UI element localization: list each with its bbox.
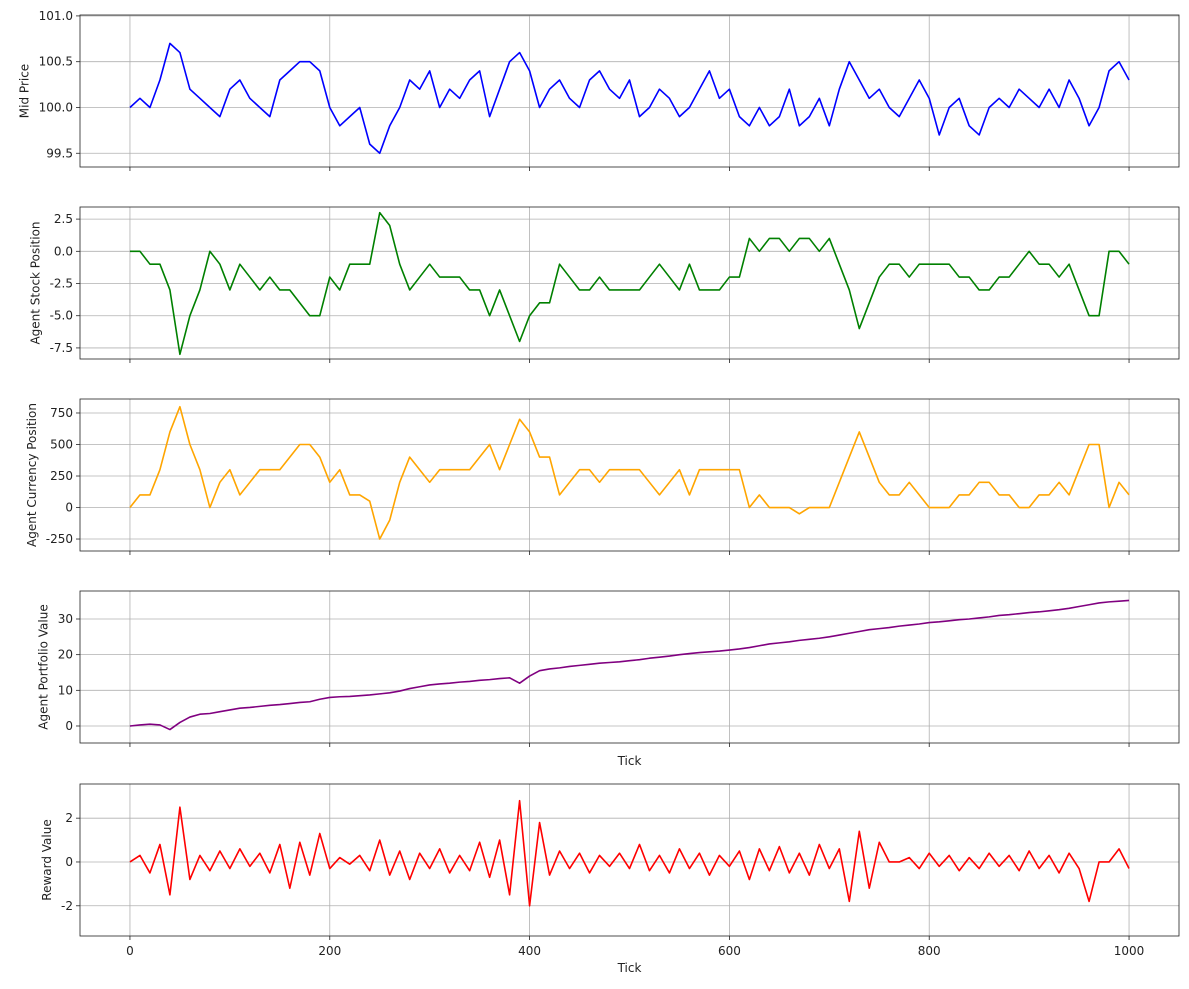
x-tick-label: 0 bbox=[126, 944, 134, 958]
x-tick-label: 800 bbox=[918, 944, 941, 958]
y-tick-label: -2.5 bbox=[50, 277, 73, 291]
data-line bbox=[129, 799, 1130, 907]
y-tick-label: -7.5 bbox=[50, 341, 73, 355]
y-tick-label: 30 bbox=[58, 612, 73, 626]
x-axis-label: Tick bbox=[617, 754, 642, 768]
y-tick-label: 0 bbox=[65, 719, 73, 733]
subplot: 99.5 100.0 100.5 101.0 Mid Price bbox=[18, 9, 1180, 171]
subplot: 0 200 400 600 800 1000 -2 0 2 Reward Value Tick bbox=[40, 783, 1180, 975]
subplot: -250 0 250 500 750 Agent Currency Position bbox=[25, 398, 1180, 555]
y-tick-label: -2 bbox=[61, 899, 73, 913]
y-tick-label: 101.0 bbox=[39, 9, 73, 23]
y-tick-label: 20 bbox=[58, 648, 73, 662]
y-tick-label: 0 bbox=[65, 855, 73, 869]
y-tick-label: 750 bbox=[50, 406, 73, 420]
y-tick-label: 250 bbox=[50, 469, 73, 483]
x-tick-label: 1000 bbox=[1114, 944, 1145, 958]
data-line bbox=[129, 599, 1130, 731]
data-line bbox=[129, 42, 1130, 155]
y-tick-label: -250 bbox=[46, 532, 73, 546]
y-tick-label: 100.0 bbox=[39, 100, 73, 114]
axes-frame bbox=[79, 206, 1180, 360]
axes-frame bbox=[79, 14, 1180, 168]
y-tick-label: 0 bbox=[65, 501, 73, 515]
y-tick-label: 2 bbox=[65, 811, 73, 825]
y-axis-label: Agent Stock Position bbox=[29, 221, 43, 344]
y-tick-label: 0.0 bbox=[54, 244, 73, 258]
y-axis-label: Mid Price bbox=[18, 64, 32, 118]
x-tick-label: 400 bbox=[518, 944, 541, 958]
axes-frame bbox=[79, 590, 1180, 744]
y-tick-label: 100.5 bbox=[39, 55, 73, 69]
y-tick-label: 2.5 bbox=[54, 212, 73, 226]
y-tick-label: 10 bbox=[58, 683, 73, 697]
data-line bbox=[129, 405, 1130, 540]
y-axis-label: Agent Currency Position bbox=[25, 403, 39, 547]
y-axis-label: Reward Value bbox=[40, 819, 54, 900]
subplot: -7.5 -5.0 -2.5 0.0 2.5 Agent Stock Position bbox=[29, 206, 1180, 363]
subplot: 0 10 20 30 Agent Portfolio Value Tick bbox=[37, 590, 1180, 768]
y-axis-label: Agent Portfolio Value bbox=[37, 604, 51, 729]
x-tick-label: 600 bbox=[718, 944, 741, 958]
y-tick-label: 99.5 bbox=[46, 146, 73, 160]
axes-frame bbox=[79, 783, 1180, 937]
x-tick-label: 200 bbox=[318, 944, 341, 958]
y-tick-label: -5.0 bbox=[50, 309, 73, 323]
y-tick-label: 500 bbox=[50, 437, 73, 451]
axes-frame bbox=[79, 398, 1180, 552]
data-line bbox=[129, 211, 1130, 356]
x-axis-label: Tick bbox=[617, 961, 642, 975]
